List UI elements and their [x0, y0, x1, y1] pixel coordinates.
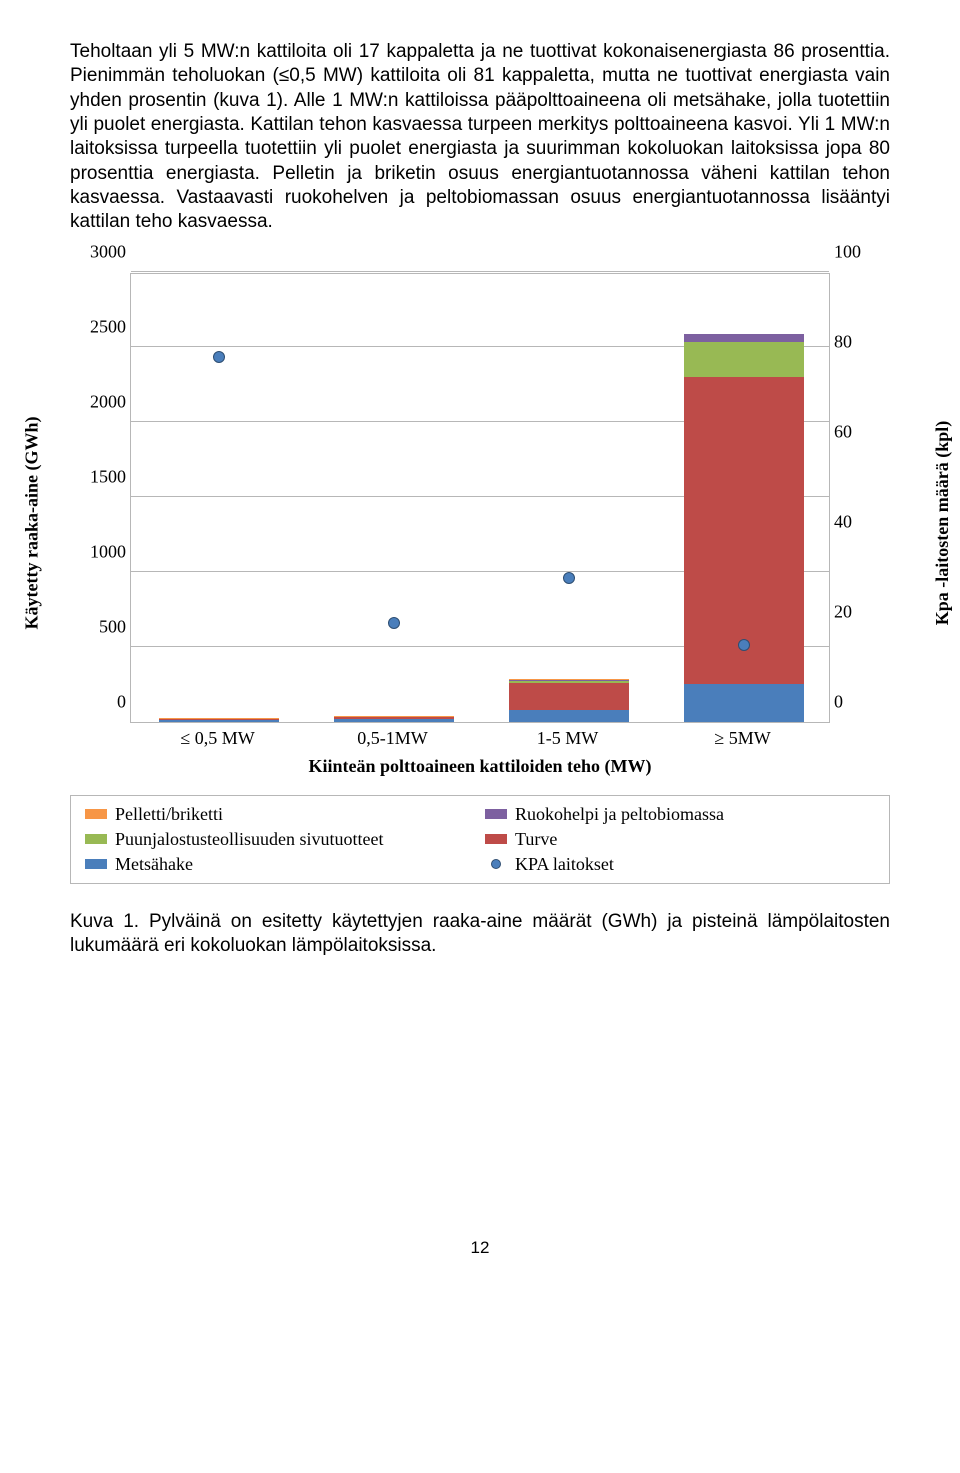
y-right-tick: 80: [834, 331, 880, 352]
bar-group: [684, 721, 804, 722]
legend-swatch-icon: [485, 809, 507, 819]
figure-caption: Kuva 1. Pylväinä on esitetty käytettyjen…: [70, 910, 890, 959]
y-left-tick: 1500: [80, 466, 126, 487]
bar-group: [509, 721, 629, 722]
bar-segment-turve: [684, 377, 804, 685]
bar-segment-puunjalostus: [684, 342, 804, 377]
bar-segment-turve: [159, 719, 279, 720]
bar-segment-pelletti: [334, 716, 454, 717]
y-right-tick: 0: [834, 691, 880, 712]
chart-container: Käytetty raaka-aine (GWh) Kpa -laitosten…: [70, 263, 890, 783]
y-right-axis-label: Kpa -laitosten määrä (kpl): [932, 420, 953, 625]
bar-segment-metsahake: [509, 710, 629, 722]
scatter-point: [563, 572, 575, 584]
bar-group: [159, 721, 279, 722]
chart-area: Käytetty raaka-aine (GWh) Kpa -laitosten…: [70, 263, 890, 783]
bar-segment-ruokohelpi: [509, 680, 629, 682]
y-right-tick: 20: [834, 601, 880, 622]
legend-swatch-icon: [85, 834, 107, 844]
bar-segment-pelletti: [159, 718, 279, 719]
bar-segment-metsahake: [684, 684, 804, 722]
y-left-tick: 2000: [80, 391, 126, 412]
y-left-axis-label: Käytetty raaka-aine (GWh): [22, 416, 43, 629]
chart-legend: Pelletti/briketti Ruokohelpi ja peltobiom…: [70, 795, 890, 884]
legend-item: Turve: [485, 829, 875, 850]
y-left-tick: 3000: [80, 241, 126, 262]
legend-label: Pelletti/briketti: [115, 804, 223, 825]
bar-segment-puunjalostus: [509, 681, 629, 683]
legend-swatch-icon: [485, 834, 507, 844]
y-right-tick: 40: [834, 511, 880, 532]
y-right-tick: 100: [834, 241, 880, 262]
legend-dot-icon: [491, 859, 501, 869]
legend-item: KPA laitokset: [485, 854, 875, 875]
grid-line: [131, 271, 829, 272]
legend-label: Metsähake: [115, 854, 193, 875]
bar-segment-ruokohelpi: [684, 334, 804, 342]
body-paragraph: Teholtaan yli 5 MW:n kattiloita oli 17 k…: [70, 40, 890, 235]
bar-segment-metsahake: [159, 720, 279, 722]
legend-item: Metsähake: [85, 854, 475, 875]
y-left-tick: 1000: [80, 541, 126, 562]
legend-item: Ruokohelpi ja peltobiomassa: [485, 804, 875, 825]
legend-label: KPA laitokset: [515, 854, 614, 875]
legend-swatch-icon: [85, 859, 107, 869]
scatter-point: [388, 617, 400, 629]
legend-label: Puunjalostusteollisuuden sivutuotteet: [115, 829, 384, 850]
plot-region: [130, 273, 830, 723]
y-left-tick: 2500: [80, 316, 126, 337]
bar-segment-turve: [334, 717, 454, 719]
y-left-tick: 500: [80, 616, 126, 637]
legend-item: Puunjalostusteollisuuden sivutuotteet: [85, 829, 475, 850]
bar-group: [334, 721, 454, 722]
x-tick: 0,5-1MW: [357, 728, 428, 749]
x-tick: ≤ 0,5 MW: [180, 728, 254, 749]
legend-label: Ruokohelpi ja peltobiomassa: [515, 804, 724, 825]
scatter-point: [738, 639, 750, 651]
x-tick: ≥ 5MW: [714, 728, 770, 749]
x-tick: 1-5 MW: [537, 728, 599, 749]
legend-label: Turve: [515, 829, 557, 850]
legend-swatch-icon: [85, 809, 107, 819]
scatter-point: [213, 351, 225, 363]
bar-segment-turve: [509, 683, 629, 710]
legend-item: Pelletti/briketti: [85, 804, 475, 825]
page-number: 12: [70, 1238, 890, 1258]
y-right-tick: 60: [834, 421, 880, 442]
x-axis-label: Kiinteän polttoaineen kattiloiden teho (…: [70, 756, 890, 777]
bar-segment-metsahake: [334, 719, 454, 722]
bar-segment-pelletti: [509, 679, 629, 680]
y-left-tick: 0: [80, 691, 126, 712]
